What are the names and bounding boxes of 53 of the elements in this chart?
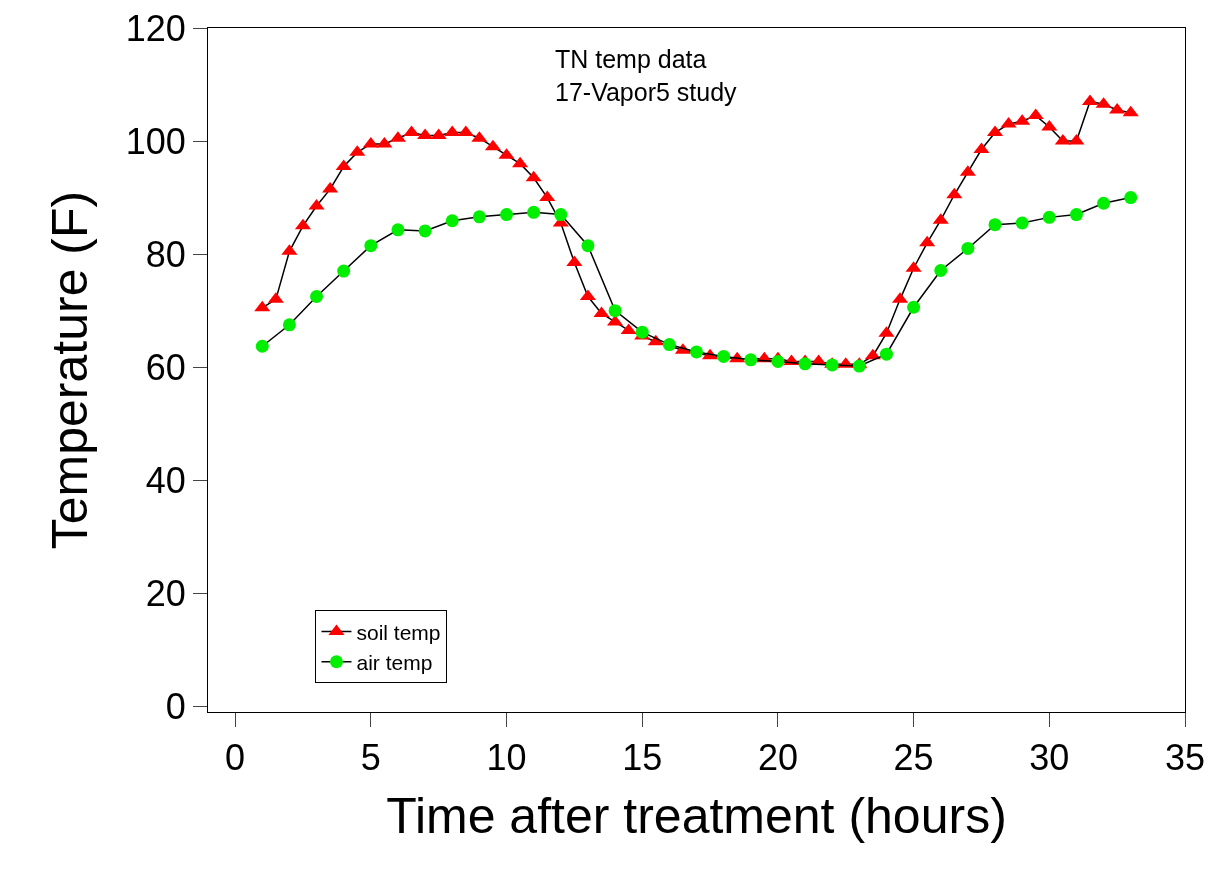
x-tick-label: 10 <box>486 737 527 779</box>
point <box>852 359 866 373</box>
point <box>1042 210 1056 224</box>
point <box>337 264 351 278</box>
point <box>825 358 839 372</box>
legend-label: air temp <box>356 650 433 674</box>
point <box>255 339 269 353</box>
point <box>472 210 486 224</box>
x-axis-title: Time after treatment (hours) <box>386 787 1007 844</box>
point <box>907 300 921 314</box>
x-tick-label: 25 <box>893 737 934 779</box>
point <box>988 218 1002 232</box>
y-axis-title: Temperature (F) <box>41 190 98 550</box>
y-tick-label: 100 <box>125 120 186 162</box>
x-tick-label: 30 <box>1029 737 1070 779</box>
point <box>635 325 649 339</box>
x-tick-label: 0 <box>225 737 246 779</box>
point <box>961 241 975 255</box>
point <box>1124 191 1138 205</box>
point <box>934 264 948 277</box>
point <box>1069 208 1083 222</box>
point <box>500 208 514 222</box>
point <box>662 338 676 352</box>
y-tick-label: 20 <box>145 572 186 614</box>
point <box>581 239 595 253</box>
annotation: TN temp data 17-Vapor5 study <box>555 45 738 106</box>
point <box>608 304 622 318</box>
x-tick-label: 15 <box>622 737 663 779</box>
point <box>527 205 541 219</box>
point <box>391 223 405 237</box>
point <box>445 214 459 228</box>
legend-label: soil temp <box>356 620 441 644</box>
x-tick-label: 35 <box>1164 737 1206 779</box>
point <box>1015 216 1029 230</box>
point <box>418 224 432 238</box>
y-tick-label: 40 <box>145 459 186 501</box>
point <box>744 353 758 367</box>
point <box>798 357 812 371</box>
y-tick-label: 0 <box>165 685 186 727</box>
point <box>282 318 296 332</box>
point <box>554 208 568 222</box>
x-tick-label: 5 <box>360 737 381 779</box>
point <box>364 239 378 253</box>
point <box>879 347 893 361</box>
y-tick-label: 120 <box>125 7 186 49</box>
point <box>1097 196 1111 210</box>
x-tick-label: 20 <box>757 737 798 779</box>
point <box>771 355 785 369</box>
point <box>310 290 324 303</box>
y-tick-label: 60 <box>145 346 186 388</box>
point <box>690 345 703 359</box>
y-tick-label: 80 <box>145 233 186 275</box>
point <box>717 349 731 363</box>
